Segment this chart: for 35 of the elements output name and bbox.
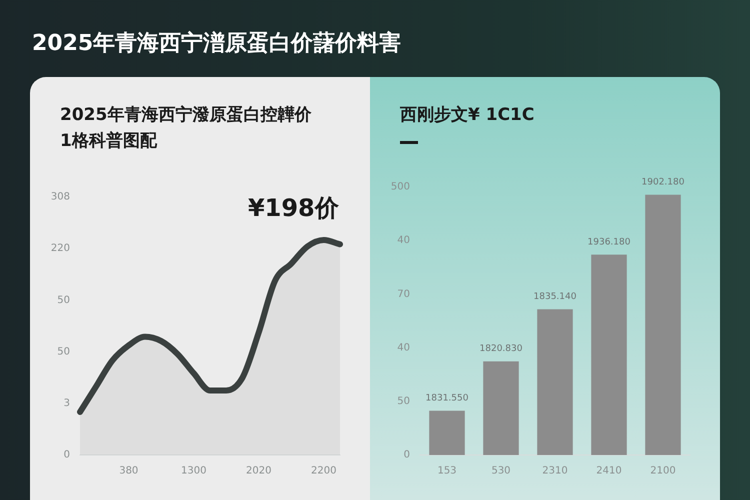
annotation: ¥198价	[248, 194, 340, 222]
bar	[483, 361, 519, 455]
text: 3	[64, 398, 70, 409]
x-tick-label: 380	[119, 466, 138, 477]
bar	[645, 194, 681, 455]
text: 0	[404, 450, 410, 461]
text: 2025年青海西宁潽原蛋白价藷价料害	[32, 30, 402, 58]
text: 50	[57, 294, 70, 306]
x-tick-label: 2410	[596, 466, 622, 477]
text: 308	[50, 192, 70, 203]
annotation: 1820.830	[480, 344, 523, 354]
x-tick-label: 2310	[542, 466, 568, 477]
text: 220	[50, 243, 70, 254]
x-tick-label: 1300	[181, 466, 206, 477]
annotation: 1902.180	[642, 178, 685, 188]
text: 0	[64, 450, 70, 461]
text: 70	[397, 288, 410, 300]
chart-title: 西刚步文¥ 1C1C	[400, 104, 534, 127]
annotation: 1831.550	[426, 394, 469, 404]
annotation: 1835.140	[534, 292, 577, 302]
chart-title: 2025年青海西宁潑原蛋白控韡价 1格科普图配	[60, 104, 312, 152]
x-tick-label: 2200	[311, 466, 336, 477]
text: 40	[397, 235, 410, 246]
text: 50	[397, 396, 410, 407]
text: 500	[390, 182, 410, 193]
bar	[537, 309, 573, 455]
bar	[429, 410, 465, 455]
x-tick-label: 2100	[650, 466, 676, 477]
text: 50	[57, 346, 70, 358]
x-tick-label: 153	[437, 466, 457, 477]
x-tick-label: 530	[491, 466, 511, 477]
annotation: 1936.180	[588, 237, 631, 248]
text: 40	[397, 342, 410, 354]
x-tick-label: 2020	[246, 466, 272, 477]
bar	[591, 254, 627, 455]
